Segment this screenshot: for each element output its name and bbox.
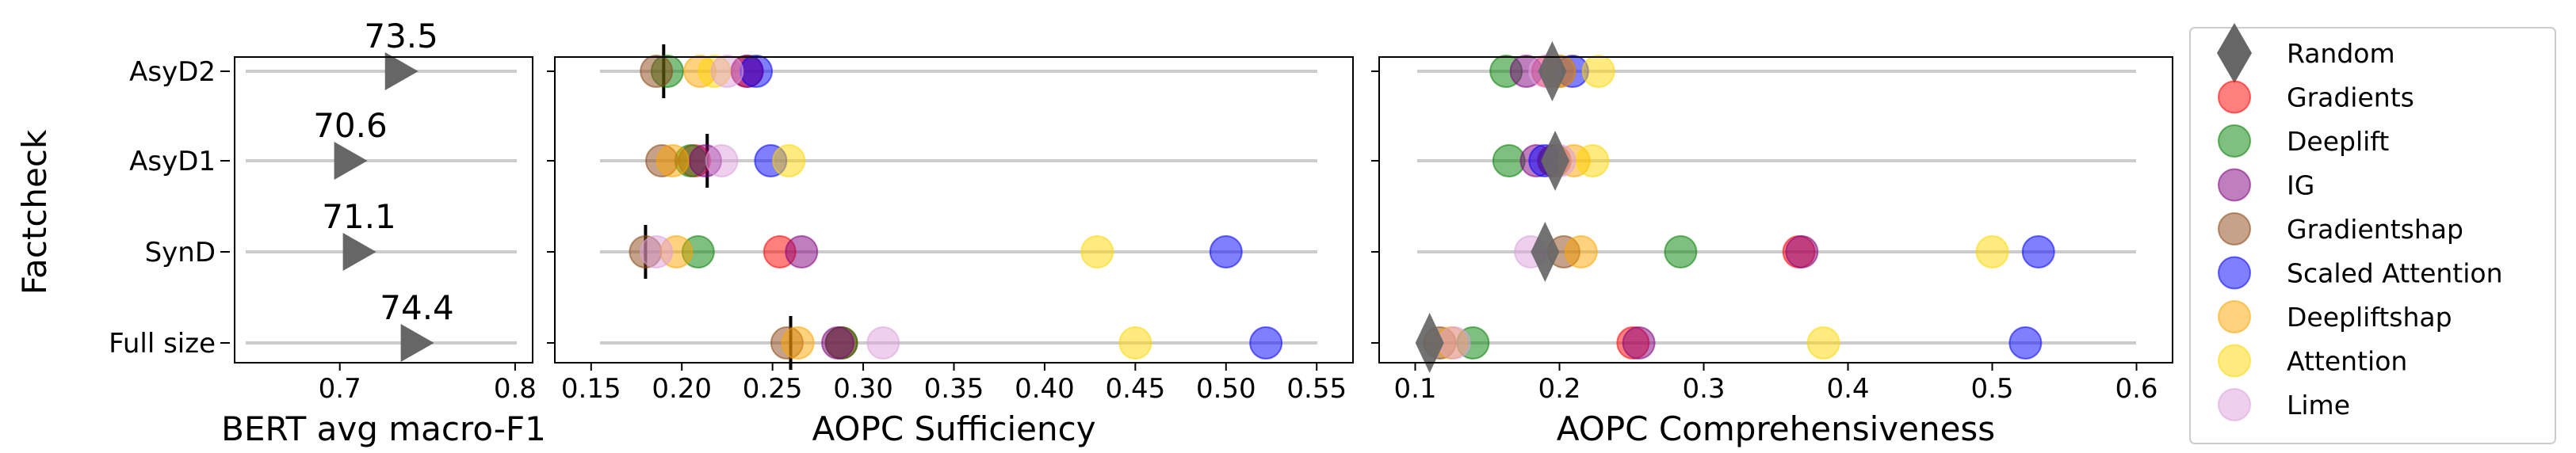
x-axis-title: AOPC Comprehensiveness bbox=[1557, 409, 1995, 448]
chart-panel-2: 0.15 0.20 0.25 0.30 0.35 0.40 0.45 0.50 0.55 AOPC… bbox=[547, 44, 1354, 448]
f1-triangle-marker bbox=[342, 233, 376, 271]
axes-frame bbox=[234, 56, 533, 364]
f1-triangle-marker bbox=[384, 52, 419, 90]
marker-attention bbox=[772, 144, 806, 177]
x-tick-label: 0.15 bbox=[561, 373, 621, 405]
f1-data-label: 71.1 bbox=[322, 197, 396, 236]
x-tick-label: 0.20 bbox=[652, 373, 712, 405]
axes-frame bbox=[1378, 56, 2173, 364]
legend-marker-circle bbox=[2218, 124, 2251, 158]
x-tick-label: 0.6 bbox=[2115, 373, 2157, 405]
marker-lime bbox=[705, 144, 739, 177]
f1-data-label: 70.6 bbox=[313, 106, 388, 145]
category-label: Full size bbox=[109, 328, 216, 360]
x-axis-title: AOPC Sufficiency bbox=[812, 409, 1095, 448]
x-tick-label: 0.8 bbox=[494, 373, 537, 405]
x-tick-label: 0.55 bbox=[1286, 373, 1347, 405]
marker-deepliftshap bbox=[781, 326, 815, 360]
marker-ig bbox=[1622, 326, 1656, 360]
legend-label: Gradientshap bbox=[2287, 214, 2463, 245]
random-diamond-marker bbox=[1538, 41, 1567, 101]
marker-ig bbox=[785, 235, 819, 268]
marker-scaled-attention bbox=[2021, 235, 2055, 268]
legend: Random Gradients Deeplift IG Gradientshap Sca… bbox=[2189, 23, 2556, 444]
f1-data-label: 74.4 bbox=[380, 288, 454, 327]
legend-marker-circle bbox=[2218, 256, 2251, 290]
category-label: AsyD1 bbox=[129, 146, 216, 177]
legend-label: Attention bbox=[2287, 346, 2407, 377]
legend-label: Deeplift bbox=[2287, 126, 2389, 157]
marker-deepliftshap bbox=[1564, 235, 1598, 268]
x-tick-label: 0.5 bbox=[1970, 373, 2013, 405]
legend-label: Scaled Attention bbox=[2287, 258, 2503, 289]
f1-triangle-marker bbox=[400, 324, 434, 362]
x-tick-label: 0.1 bbox=[1393, 373, 1436, 405]
legend-label: Deepliftshap bbox=[2287, 302, 2452, 333]
x-tick-label: 0.4 bbox=[1826, 373, 1869, 405]
axes-frame bbox=[554, 56, 1354, 364]
legend-marker-circle bbox=[2218, 212, 2251, 246]
marker-attention bbox=[1080, 235, 1114, 268]
legend-label: Random bbox=[2287, 38, 2395, 69]
marker-lime bbox=[866, 326, 900, 360]
marker-deepliftshap bbox=[655, 144, 690, 177]
x-tick-label: 0.3 bbox=[1682, 373, 1725, 405]
random-diamond-marker bbox=[1541, 131, 1570, 191]
x-tick-label: 0.35 bbox=[924, 373, 984, 405]
legend-box bbox=[2189, 27, 2556, 444]
marker-ig bbox=[821, 326, 855, 360]
legend-marker-diamond bbox=[2217, 23, 2252, 83]
marker-lime bbox=[710, 55, 744, 88]
chart-panel-1: 0.7 0.8 BERT avg macro-F1 73.5 70.6 71.1 74.4 bbox=[221, 17, 546, 448]
legend-marker-circle bbox=[2218, 388, 2251, 421]
y-axis-title: Factcheck bbox=[15, 129, 54, 295]
marker-gradientshap bbox=[640, 55, 674, 88]
legend-label: Gradients bbox=[2287, 82, 2414, 113]
x-tick-label: 0.7 bbox=[319, 373, 361, 405]
x-tick-label: 0.45 bbox=[1106, 373, 1166, 405]
marker-attention bbox=[1975, 235, 2009, 268]
marker-scaled-attention bbox=[1209, 235, 1243, 268]
random-diamond-marker bbox=[1415, 313, 1444, 373]
marker-ig bbox=[1785, 235, 1819, 268]
marker-attention bbox=[1581, 55, 1615, 88]
legend-marker-circle bbox=[2218, 80, 2251, 114]
f1-triangle-marker bbox=[334, 142, 368, 180]
legend-marker-circle bbox=[2218, 168, 2251, 202]
legend-label: Lime bbox=[2287, 390, 2350, 421]
x-axis-title: BERT avg macro-F1 bbox=[221, 409, 546, 448]
random-diamond-marker bbox=[1531, 222, 1560, 282]
f1-data-label: 73.5 bbox=[364, 17, 438, 55]
legend-label: IG bbox=[2287, 170, 2314, 201]
category-label: AsyD2 bbox=[129, 56, 216, 88]
x-tick-label: 0.40 bbox=[1015, 373, 1075, 405]
marker-attention bbox=[1806, 326, 1840, 360]
legend-marker-circle bbox=[2218, 300, 2251, 333]
marker-scaled-attention bbox=[740, 55, 774, 88]
marker-scaled-attention bbox=[1249, 326, 1283, 360]
x-tick-label: 0.50 bbox=[1196, 373, 1256, 405]
legend-marker-circle bbox=[2218, 344, 2251, 378]
x-tick-label: 0.2 bbox=[1538, 373, 1580, 405]
chart-panel-3: 0.1 0.2 0.3 0.4 0.5 0.6 AOPC Comprehensiveness bbox=[1371, 41, 2173, 448]
x-tick-label: 0.25 bbox=[743, 373, 803, 405]
marker-lime bbox=[640, 235, 674, 268]
marker-scaled-attention bbox=[2008, 326, 2043, 360]
category-label: SynD bbox=[145, 237, 216, 268]
marker-attention bbox=[1576, 144, 1610, 177]
x-tick-label: 0.30 bbox=[833, 373, 893, 405]
marker-deeplift bbox=[1664, 235, 1698, 268]
marker-attention bbox=[1118, 326, 1152, 360]
